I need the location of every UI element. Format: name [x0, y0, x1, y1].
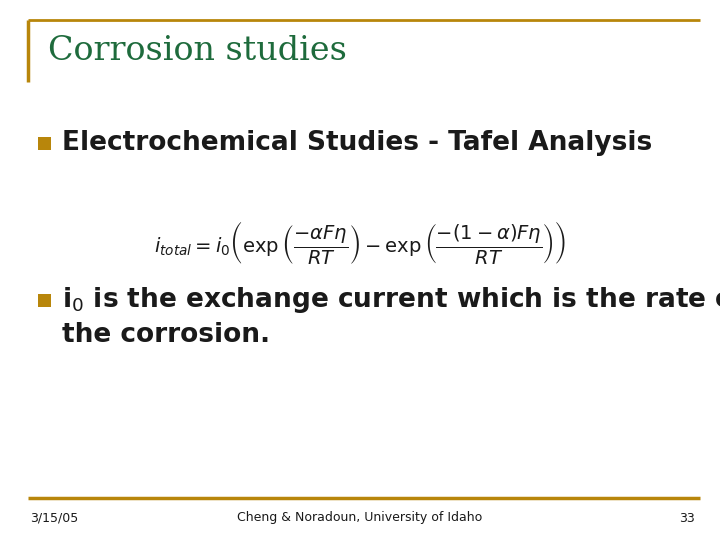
Text: 33: 33	[679, 511, 695, 524]
Text: 3/15/05: 3/15/05	[30, 511, 78, 524]
Bar	[38, 137, 51, 150]
Text: i$_0$ is the exchange current which is the rate of: i$_0$ is the exchange current which is t…	[62, 285, 720, 315]
Text: the corrosion.: the corrosion.	[62, 322, 270, 348]
Text: $i_{total} = i_0\left(\exp\left(\dfrac{-\alpha F\eta}{RT}\right) - \exp\left(\df: $i_{total} = i_0\left(\exp\left(\dfrac{-…	[154, 219, 566, 266]
Text: Electrochemical Studies - Tafel Analysis: Electrochemical Studies - Tafel Analysis	[62, 130, 652, 156]
Text: Cheng & Noradoun, University of Idaho: Cheng & Noradoun, University of Idaho	[238, 511, 482, 524]
Bar	[38, 294, 51, 307]
Text: Corrosion studies: Corrosion studies	[48, 35, 347, 67]
